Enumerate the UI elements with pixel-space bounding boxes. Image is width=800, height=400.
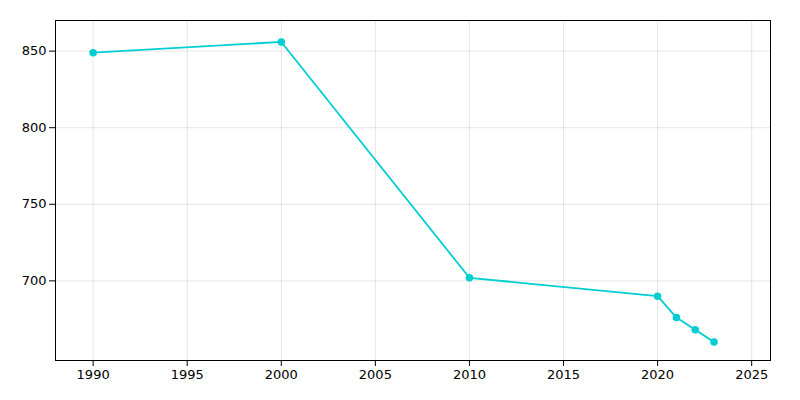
svg-text:2015: 2015 — [547, 367, 580, 382]
svg-text:700: 700 — [22, 273, 47, 288]
svg-text:850: 850 — [22, 43, 47, 58]
svg-text:2020: 2020 — [641, 367, 674, 382]
svg-text:1995: 1995 — [171, 367, 204, 382]
svg-text:2000: 2000 — [265, 367, 298, 382]
svg-text:750: 750 — [22, 196, 47, 211]
svg-text:2025: 2025 — [735, 367, 768, 382]
svg-text:1990: 1990 — [77, 367, 110, 382]
svg-text:2005: 2005 — [359, 367, 392, 382]
svg-text:800: 800 — [22, 120, 47, 135]
svg-text:2010: 2010 — [453, 367, 486, 382]
